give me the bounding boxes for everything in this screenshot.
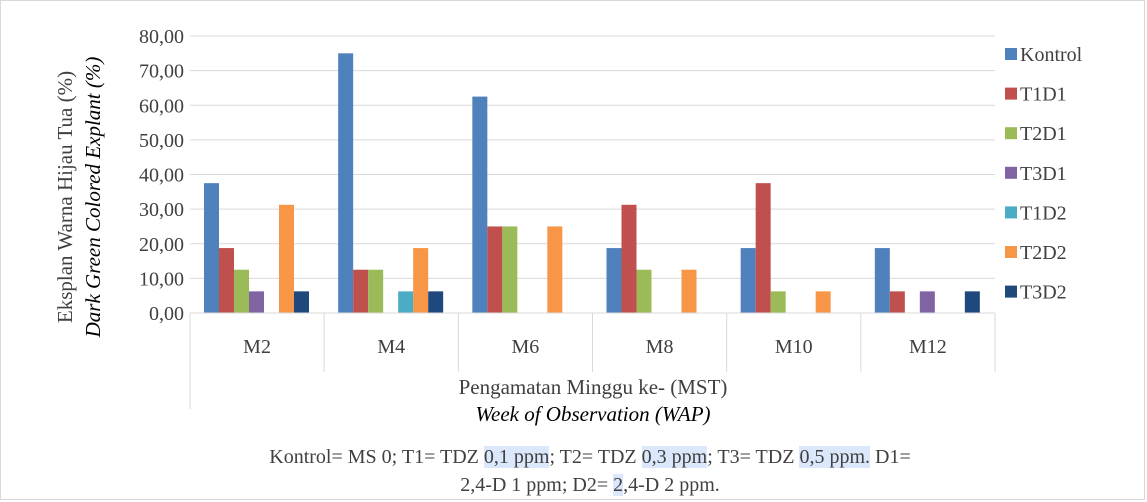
bar-t1d1-m8 [621,204,637,313]
y-tick-label: 70,00 [139,61,184,83]
bar-t1d1-m4 [353,269,369,313]
gridlines [190,35,995,279]
bar-t3d1-m2 [249,291,264,313]
bar-t1d1-m10 [755,183,771,313]
bar-t2d1-m10 [770,291,786,313]
bar-kontrol-m8 [606,248,622,313]
caption-line-2: 2,4-D 1 ppm; D2= 2,4-D 2 ppm. [140,472,1040,498]
y-tick-label: 40,00 [139,165,184,187]
x-axis-label-italic: Week of Observation (WAP) [475,402,710,426]
y-tick-label: 0,00 [149,303,184,325]
bar-kontrol-m10 [740,248,756,313]
y-tick-label: 80,00 [139,26,184,48]
y-tick-labels: 0,00 10,00 20,00 30,00 40,00 50,00 60,00 70,00 8… [139,26,184,325]
bar-t3d2-m2 [294,291,309,313]
bar-t1d1-m2 [219,248,234,313]
caption-highlight: 0,3 ppm [641,446,708,468]
x-tick-labels: M2 M4 M6 M8 M10 M12 [243,336,947,358]
bar-t1d2-m4 [398,291,414,313]
x-tick-label: M6 [512,336,540,358]
bar-t2d2-m4 [413,248,429,313]
caption-highlight: 0,5 ppm. [799,446,870,468]
y-tick-label: 10,00 [139,268,184,290]
legend-swatch-t1d2 [1005,206,1017,219]
bar-t2d1-m6 [502,226,518,313]
x-tick-label: M12 [909,336,947,358]
bar-t2d1-m4 [368,269,384,313]
y-tick-label: 30,00 [139,199,184,221]
bar-kontrol-m4 [338,53,354,313]
bars [204,53,980,313]
x-tick-label: M4 [377,336,405,358]
legend-label-kontrol: Kontrol [1020,44,1083,66]
y-tick-label: 50,00 [139,130,184,152]
legend-swatch-t3d2 [1005,285,1017,298]
bar-t2d2-m6 [547,226,563,313]
legend-label-t3d1: T3D1 [1020,163,1067,185]
bar-t2d2-m10 [815,291,831,313]
bar-t1d1-m6 [487,226,503,313]
x-tick-label: M2 [243,336,271,358]
caption-text: ; T2= TDZ [549,446,642,468]
bar-t3d2-m12 [964,291,980,313]
bar-t3d1-m12 [919,291,935,313]
caption-line-1: Kontrol= MS 0; T1= TDZ 0,1 ppm; T2= TDZ … [140,444,1040,470]
y-axis-label: Eksplan Warna Hijau Tua (%) [53,71,77,323]
legend-swatch-t2d2 [1005,246,1017,258]
bar-t3d2-m4 [428,291,444,313]
caption-highlight: 0,1 ppm [483,446,550,468]
caption-text: 2,4-D 1 ppm; D2= [460,474,614,496]
y-tick-label: 20,00 [139,234,184,256]
bar-kontrol-m12 [874,248,890,313]
legend-swatch-kontrol [1005,48,1017,60]
bar-t2d1-m8 [636,269,652,313]
bar-t2d2-m2 [279,204,294,313]
x-axis-label: Pengamatan Minggu ke- (MST) [459,375,728,399]
legend: Kontrol T1D1 T2D1 T3D1 T1D2 T2D2 T3D2 [1005,44,1083,304]
x-tick-label: M8 [646,336,674,358]
bar-kontrol-m2 [204,183,219,313]
legend-swatch-t1d1 [1005,87,1017,100]
legend-label-t1d1: T1D1 [1020,84,1067,106]
bar-t2d1-m2 [234,269,249,313]
caption-text: ; T3= TDZ [707,446,800,468]
legend-label-t2d2: T2D2 [1020,242,1067,264]
legend-label-t1d2: T1D2 [1020,202,1067,224]
caption-text: ,4-D 2 ppm. [623,474,720,496]
legend-label-t2d1: T2D1 [1020,123,1067,145]
legend-swatch-t2d1 [1005,127,1017,140]
legend-swatch-t3d1 [1005,166,1017,179]
y-tick-label: 60,00 [139,95,184,117]
caption-text: Kontrol= MS 0; T1= TDZ [269,446,484,468]
x-tick-label: M10 [775,336,813,358]
y-axis-label-italic: Dark Green Colored Explant (%) [81,57,105,339]
caption-highlight: 2 [613,474,624,496]
caption-text: D1= [870,446,911,468]
legend-label-t3d2: T3D2 [1020,282,1067,304]
axes [189,312,996,409]
bar-kontrol-m6 [472,96,488,313]
bar-t1d1-m12 [889,291,905,313]
bar-t2d2-m8 [681,269,697,313]
